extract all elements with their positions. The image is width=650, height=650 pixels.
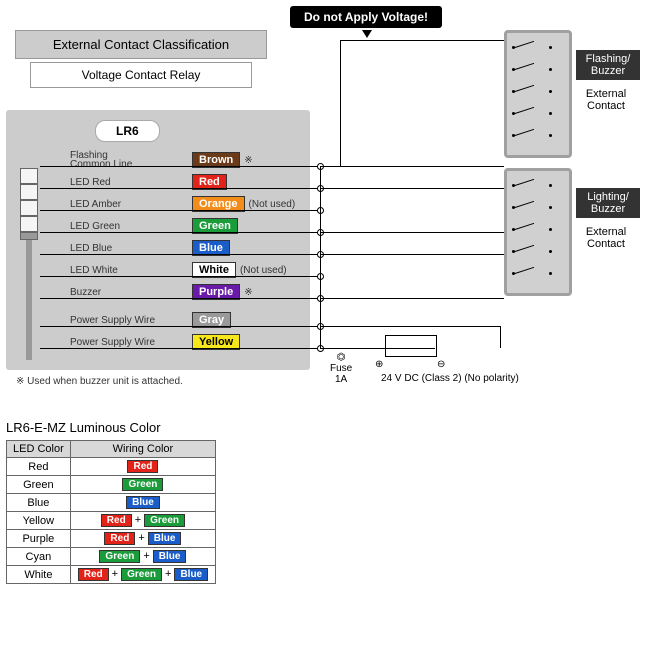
color-tag: Red: [104, 532, 135, 545]
wire-suffix: (Not used): [249, 199, 296, 210]
led-color-cell: Purple: [7, 530, 71, 548]
color-tag: Green: [122, 478, 163, 491]
color-tag: Green: [121, 568, 162, 581]
switch-box: [504, 30, 572, 158]
wiring-color-cell: Green: [70, 476, 215, 494]
wire-label: LED Amber: [70, 199, 190, 210]
psu-minus: ⊖: [437, 359, 445, 370]
color-tag: Blue: [148, 532, 182, 545]
wire-label: Buzzer: [70, 287, 190, 298]
switch-title: Flashing/Buzzer: [576, 50, 640, 80]
color-tag: Red: [78, 568, 109, 581]
psu-plus: ⊕: [375, 359, 383, 370]
wire-row: LED GreenGreen: [70, 216, 320, 236]
wire-row: LED AmberOrange(Not used): [70, 194, 320, 214]
wire-label: LED Red: [70, 177, 190, 188]
table-row: WhiteRed+Green+Blue: [7, 566, 216, 584]
led-color-cell: Cyan: [7, 548, 71, 566]
color-table: LED ColorWiring ColorRedRedGreenGreenBlu…: [6, 440, 216, 584]
led-color-cell: Red: [7, 458, 71, 476]
wiring-color-cell: Blue: [70, 494, 215, 512]
table-row: PurpleRed+Blue: [7, 530, 216, 548]
table-header: Wiring Color: [70, 441, 215, 458]
wire-label: Power Supply Wire: [70, 337, 190, 348]
wire-row: FlashingCommon LineBrown※: [70, 150, 320, 170]
table-row: Green Green: [7, 476, 216, 494]
color-tag: Red: [101, 514, 132, 527]
wire-label: LED White: [70, 265, 190, 276]
wire-row: LED BlueBlue: [70, 238, 320, 258]
wire-suffix: ※: [244, 155, 252, 166]
psu-symbol: [385, 335, 437, 357]
wire-row: Power Supply WireYellow: [70, 332, 320, 352]
table-header: LED Color: [7, 441, 71, 458]
color-tag: Green: [144, 514, 185, 527]
wire-row: Power Supply WireGray: [70, 310, 320, 330]
table-row: YellowRed+Green: [7, 512, 216, 530]
warning-banner: Do not Apply Voltage!: [290, 6, 442, 28]
header-subtitle: Voltage Contact Relay: [30, 62, 252, 88]
wiring-color-cell: Green+Blue: [70, 548, 215, 566]
device-badge: LR6: [95, 120, 160, 142]
color-tag: Red: [127, 460, 158, 473]
signal-tower-icon: [20, 168, 38, 360]
led-color-cell: Green: [7, 476, 71, 494]
psu-text: 24 V DC (Class 2) (No polarity): [381, 373, 581, 384]
wire-row: BuzzerPurple※: [70, 282, 320, 302]
wiring-color-cell: Red: [70, 458, 215, 476]
wire-row: LED RedRed: [70, 172, 320, 192]
wiring-color-cell: Red+Blue: [70, 530, 215, 548]
color-tag: Blue: [153, 550, 187, 563]
wire-label: Power Supply Wire: [70, 315, 190, 326]
color-table-title: LR6-E-MZ Luminous Color: [6, 420, 161, 435]
fuse-label: ⏣Fuse1A: [330, 352, 352, 385]
wire-row: LED WhiteWhite(Not used): [70, 260, 320, 280]
wire-suffix: ※: [244, 287, 252, 298]
wire-suffix: (Not used): [240, 265, 287, 276]
color-tag: Blue: [126, 496, 160, 509]
header-title: External Contact Classification: [15, 30, 267, 59]
wiring-color-cell: Red+Green+Blue: [70, 566, 215, 584]
switch-box: [504, 168, 572, 296]
led-color-cell: White: [7, 566, 71, 584]
footnote: ※ Used when buzzer unit is attached.: [16, 376, 183, 387]
switch-subtitle: ExternalContact: [576, 226, 636, 250]
wiring-color-cell: Red+Green: [70, 512, 215, 530]
switch-title: Lighting/Buzzer: [576, 188, 640, 218]
led-color-cell: Yellow: [7, 512, 71, 530]
switch-subtitle: ExternalContact: [576, 88, 636, 112]
wire-label: LED Green: [70, 221, 190, 232]
table-row: Blue Blue: [7, 494, 216, 512]
color-tag: Green: [99, 550, 140, 563]
table-row: CyanGreen+Blue: [7, 548, 216, 566]
arrow-icon: [362, 30, 372, 38]
color-tag: Blue: [174, 568, 208, 581]
led-color-cell: Blue: [7, 494, 71, 512]
table-row: Red Red: [7, 458, 216, 476]
wire-label: LED Blue: [70, 243, 190, 254]
